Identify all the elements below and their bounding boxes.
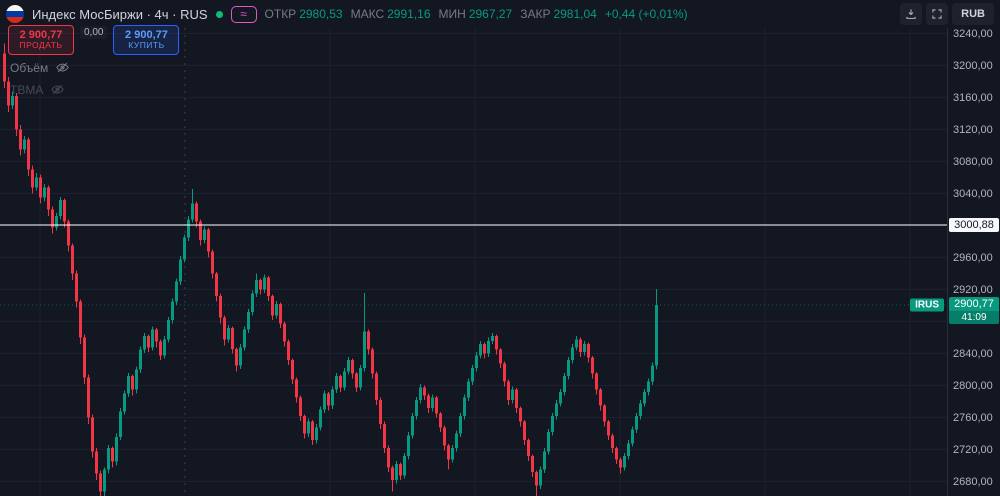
trade-panel: 2 900,77 ПРОДАТЬ 0,00 2 900,77 КУПИТЬ xyxy=(8,25,180,55)
approx-wave-icon[interactable]: ≈ xyxy=(230,5,257,23)
volume-label: Объём xyxy=(10,60,49,75)
price-axis-label: 2840,00 xyxy=(953,347,993,360)
price-line-tag: 3000,88 xyxy=(949,218,999,232)
tbma-legend-row: ТВМА xyxy=(10,82,70,97)
open-label: ОТКР xyxy=(264,7,297,21)
high-value: 2991,16 xyxy=(387,7,431,21)
symbol-price-badge: IRUS xyxy=(910,298,944,312)
price-axis-label: 3080,00 xyxy=(953,155,993,168)
eye-slash-icon[interactable] xyxy=(55,60,70,75)
spread-value: 0,00 xyxy=(80,26,108,39)
low-value: 2967,27 xyxy=(468,7,513,21)
bar-countdown: 41:09 xyxy=(949,311,999,325)
price-axis-label: 3120,00 xyxy=(953,123,993,136)
low-label: МИН xyxy=(438,7,466,21)
ohlc-high: МАКС 2991,16 xyxy=(351,7,431,21)
price-axis-label: 2800,00 xyxy=(953,379,993,392)
high-label: МАКС xyxy=(350,7,385,21)
ohlc-close: ЗАКР 2981,04 xyxy=(520,7,597,21)
price-axis-label: 2920,00 xyxy=(953,283,993,296)
sell-label: ПРОДАТЬ xyxy=(19,40,63,51)
price-axis[interactable]: 3240,00 3200,00 3160,00 3120,00 3080,00 3040,… xyxy=(947,28,1000,496)
tbma-label: ТВМА xyxy=(10,82,44,97)
price-axis-label: 3240,00 xyxy=(953,27,993,40)
price-axis-label: 3200,00 xyxy=(953,59,993,72)
price-axis-label: 3040,00 xyxy=(953,187,993,200)
chart-header: Индекс МосБиржи · 4ч · RUS ≈ ОТКР 2980,5… xyxy=(0,0,1000,28)
buy-button[interactable]: 2 900,77 КУПИТЬ xyxy=(113,25,180,55)
fullscreen-button[interactable] xyxy=(926,3,949,25)
buy-price: 2 900,77 xyxy=(125,28,168,41)
status-dot-icon xyxy=(215,10,223,18)
russia-flag-icon xyxy=(6,5,24,23)
download-icon xyxy=(906,9,916,19)
ohlc-low: МИН 2967,27 xyxy=(439,7,513,21)
price-axis-label: 2680,00 xyxy=(953,475,993,488)
ohlc-open: ОТКР 2980,53 xyxy=(265,7,343,21)
close-value: 2981,04 xyxy=(553,7,597,21)
currency-button[interactable]: RUB xyxy=(952,3,994,25)
volume-legend-row: Объём xyxy=(10,60,70,75)
eye-slash-icon[interactable] xyxy=(50,82,65,97)
price-axis-label: 2720,00 xyxy=(953,443,993,456)
sell-price: 2 900,77 xyxy=(19,28,63,41)
last-price-tag: 2900,77 41:09 xyxy=(949,297,999,325)
download-button[interactable] xyxy=(900,3,923,25)
sell-button[interactable]: 2 900,77 ПРОДАТЬ xyxy=(8,25,74,55)
price-axis-label: 3160,00 xyxy=(953,91,993,104)
price-axis-label: 2960,00 xyxy=(953,251,993,264)
last-price-value: 2900,77 xyxy=(954,298,994,311)
open-value: 2980,53 xyxy=(299,7,343,21)
close-label: ЗАКР xyxy=(520,7,551,21)
symbol-title[interactable]: Индекс МосБиржи · 4ч · RUS xyxy=(32,6,208,22)
price-change: +0,44 (+0,01%) xyxy=(604,7,688,21)
indicator-legend: Объём ТВМА xyxy=(10,60,70,97)
buy-label: КУПИТЬ xyxy=(128,40,165,51)
candlestick-chart[interactable] xyxy=(0,0,948,496)
fullscreen-icon xyxy=(932,9,942,19)
price-axis-label: 2760,00 xyxy=(953,411,993,424)
